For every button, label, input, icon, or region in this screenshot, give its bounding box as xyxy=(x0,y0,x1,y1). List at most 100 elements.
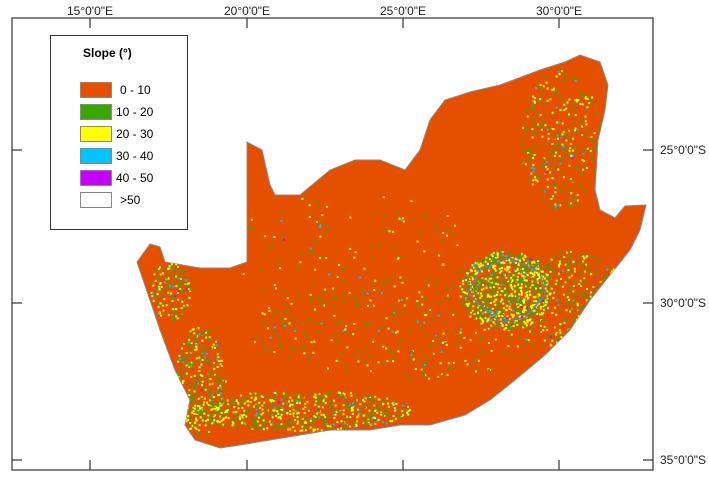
slope-pixel xyxy=(424,355,427,358)
slope-pixel xyxy=(546,265,549,268)
slope-pixel xyxy=(552,199,555,202)
slope-pixel xyxy=(493,300,496,303)
slope-pixel xyxy=(570,177,573,180)
slope-pixel xyxy=(294,398,297,401)
slope-pixel xyxy=(260,395,263,398)
slope-pixel xyxy=(168,267,171,270)
slope-pixel xyxy=(185,372,188,375)
slope-pixel xyxy=(273,283,276,286)
slope-pixel xyxy=(400,415,403,418)
slope-pixel xyxy=(325,417,328,420)
slope-pixel xyxy=(531,321,534,324)
slope-pixel xyxy=(607,267,610,270)
slope-pixel xyxy=(280,409,283,412)
slope-pixel xyxy=(401,281,404,284)
slope-pixel xyxy=(526,310,529,313)
slope-pixel xyxy=(316,415,319,418)
slope-pixel xyxy=(194,348,197,351)
slope-pixel xyxy=(574,99,577,102)
slope-pixel xyxy=(567,329,570,332)
slope-pixel xyxy=(190,418,193,421)
slope-pixel xyxy=(512,314,515,317)
slope-pixel xyxy=(373,404,376,407)
slope-pixel xyxy=(530,153,533,156)
slope-pixel xyxy=(466,282,469,285)
slope-pixel xyxy=(326,225,329,228)
slope-pixel xyxy=(400,219,403,222)
slope-pixel xyxy=(524,295,527,298)
slope-pixel xyxy=(371,410,374,413)
slope-pixel xyxy=(485,286,488,289)
slope-pixel xyxy=(369,397,372,400)
slope-pixel xyxy=(197,409,200,412)
slope-pixel xyxy=(261,312,264,315)
slope-pixel xyxy=(157,287,160,290)
slope-pixel xyxy=(193,387,196,390)
slope-pixel xyxy=(157,305,160,308)
slope-pixel xyxy=(494,256,497,259)
slope-pixel xyxy=(274,411,277,414)
slope-pixel xyxy=(342,392,345,395)
slope-pixel xyxy=(563,184,566,187)
slope-pixel xyxy=(581,264,584,267)
slope-pixel xyxy=(240,414,243,417)
slope-pixel xyxy=(194,426,197,429)
slope-pixel xyxy=(178,388,181,391)
slope-pixel xyxy=(195,357,198,360)
slope-pixel xyxy=(579,183,582,186)
slope-pixel xyxy=(499,304,502,307)
slope-pixel xyxy=(332,424,335,427)
slope-pixel xyxy=(175,315,178,318)
slope-pixel xyxy=(545,319,548,322)
slope-pixel xyxy=(318,331,321,334)
slope-pixel xyxy=(609,308,612,311)
slope-pixel xyxy=(514,320,517,323)
slope-pixel xyxy=(538,276,541,279)
slope-pixel xyxy=(301,421,304,424)
slope-pixel xyxy=(571,264,574,267)
slope-pixel xyxy=(212,396,215,399)
slope-pixel xyxy=(507,256,510,259)
slope-pixel xyxy=(536,290,539,293)
slope-pixel xyxy=(217,420,220,423)
slope-pixel xyxy=(531,136,534,139)
slope-pixel xyxy=(460,286,463,289)
slope-pixel xyxy=(483,299,486,302)
slope-pixel xyxy=(492,273,495,276)
slope-pixel xyxy=(553,169,556,172)
slope-pixel xyxy=(182,379,185,382)
slope-pixel xyxy=(302,322,305,325)
slope-pixel xyxy=(499,254,502,257)
slope-pixel xyxy=(300,346,303,349)
slope-pixel xyxy=(530,302,533,305)
slope-pixel xyxy=(492,321,495,324)
slope-pixel xyxy=(307,409,310,412)
slope-pixel xyxy=(551,151,554,154)
slope-pixel xyxy=(292,420,295,423)
slope-pixel xyxy=(554,282,557,285)
slope-pixel xyxy=(325,205,328,208)
slope-pixel xyxy=(522,309,525,312)
slope-pixel xyxy=(332,297,335,300)
slope-pixel xyxy=(258,424,261,427)
slope-pixel xyxy=(570,192,573,195)
slope-pixel xyxy=(301,417,304,420)
slope-pixel xyxy=(410,354,413,357)
slope-pixel xyxy=(496,290,499,293)
slope-pixel xyxy=(190,427,193,430)
slope-pixel xyxy=(576,100,579,103)
slope-pixel xyxy=(480,322,483,325)
slope-pixel xyxy=(170,263,173,266)
slope-pixel xyxy=(539,313,542,316)
slope-pixel xyxy=(495,321,498,324)
slope-pixel xyxy=(437,300,440,303)
slope-pixel xyxy=(549,171,552,174)
slope-pixel xyxy=(324,399,327,402)
slope-pixel xyxy=(595,112,598,115)
slope-pixel xyxy=(548,290,551,293)
slope-pixel xyxy=(575,203,578,206)
slope-pixel xyxy=(259,416,262,419)
slope-pixel xyxy=(520,303,523,306)
slope-pixel xyxy=(329,400,332,403)
slope-pixel xyxy=(465,306,468,309)
